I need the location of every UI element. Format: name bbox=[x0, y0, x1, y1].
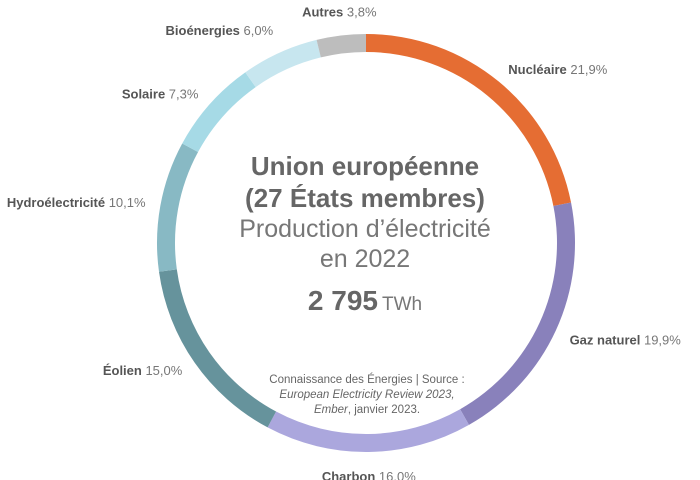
slice-label-name-6: Bioénergies bbox=[166, 23, 240, 38]
slice-label-1: Gaz naturel 19,9% bbox=[570, 332, 682, 347]
chart-title-line2: (27 États membres) bbox=[245, 183, 485, 213]
slice-label-name-5: Solaire bbox=[122, 86, 165, 101]
slice-label-name-2: Charbon bbox=[322, 469, 376, 480]
slice-label-3: Éolien 15,0% bbox=[103, 363, 183, 378]
slice-label-name-4: Hydroélectricité bbox=[7, 195, 105, 210]
slice-label-4: Hydroélectricité 10,1% bbox=[7, 195, 146, 210]
slice-label-5: Solaire 7,3% bbox=[122, 86, 199, 101]
source-italic-line2: Ember bbox=[313, 404, 348, 416]
slice-label-name-7: Autres bbox=[302, 5, 343, 20]
slice-label-0: Nucléaire 21,9% bbox=[508, 62, 607, 77]
slice-2 bbox=[267, 409, 469, 452]
slice-7 bbox=[316, 34, 366, 58]
slice-label-name-3: Éolien bbox=[103, 363, 142, 378]
center-text: Union européenne (27 États membres) Prod… bbox=[215, 150, 515, 323]
slice-label-name-0: Nucléaire bbox=[508, 62, 567, 77]
slice-label-value-5: 7,3% bbox=[165, 86, 199, 101]
slice-label-value-3: 15,0% bbox=[142, 363, 183, 378]
slice-label-value-4: 10,1% bbox=[105, 195, 146, 210]
slice-label-value-1: 19,9% bbox=[640, 332, 681, 347]
chart-subtitle: Production d’électricité bbox=[239, 215, 491, 243]
slice-label-name-1: Gaz naturel bbox=[570, 332, 641, 347]
slice-5 bbox=[182, 72, 256, 153]
slice-label-value-6: 6,0% bbox=[240, 23, 274, 38]
chart-title: Union européenne bbox=[250, 151, 480, 181]
slice-0 bbox=[366, 34, 572, 207]
slice-label-7: Autres 3,8% bbox=[302, 5, 377, 20]
source-suffix: , janvier 2023. bbox=[347, 404, 421, 416]
source-prefix: Connaissance des Énergies | Source : bbox=[269, 374, 465, 386]
source-italic-line1: European Electricity Review 2023, bbox=[279, 389, 455, 401]
slice-label-value-2: 16,0% bbox=[375, 469, 416, 480]
slice-label-value-0: 21,9% bbox=[567, 62, 608, 77]
slice-1 bbox=[460, 202, 575, 425]
slice-label-6: Bioénergies 6,0% bbox=[166, 23, 274, 38]
total-unit: TWh bbox=[381, 294, 423, 315]
slice-label-2: Charbon 16,0% bbox=[322, 469, 416, 480]
chart-subtitle-line2: en 2022 bbox=[319, 245, 411, 273]
total-value: 2 795 bbox=[307, 285, 378, 316]
slice-6 bbox=[245, 39, 321, 88]
slice-label-value-7: 3,8% bbox=[343, 5, 377, 20]
source-note: Connaissance des Énergies | Source : Eur… bbox=[258, 373, 476, 418]
slice-4 bbox=[156, 143, 199, 272]
total-production: 2 795 TWh bbox=[215, 284, 515, 323]
slice-3 bbox=[158, 269, 277, 428]
